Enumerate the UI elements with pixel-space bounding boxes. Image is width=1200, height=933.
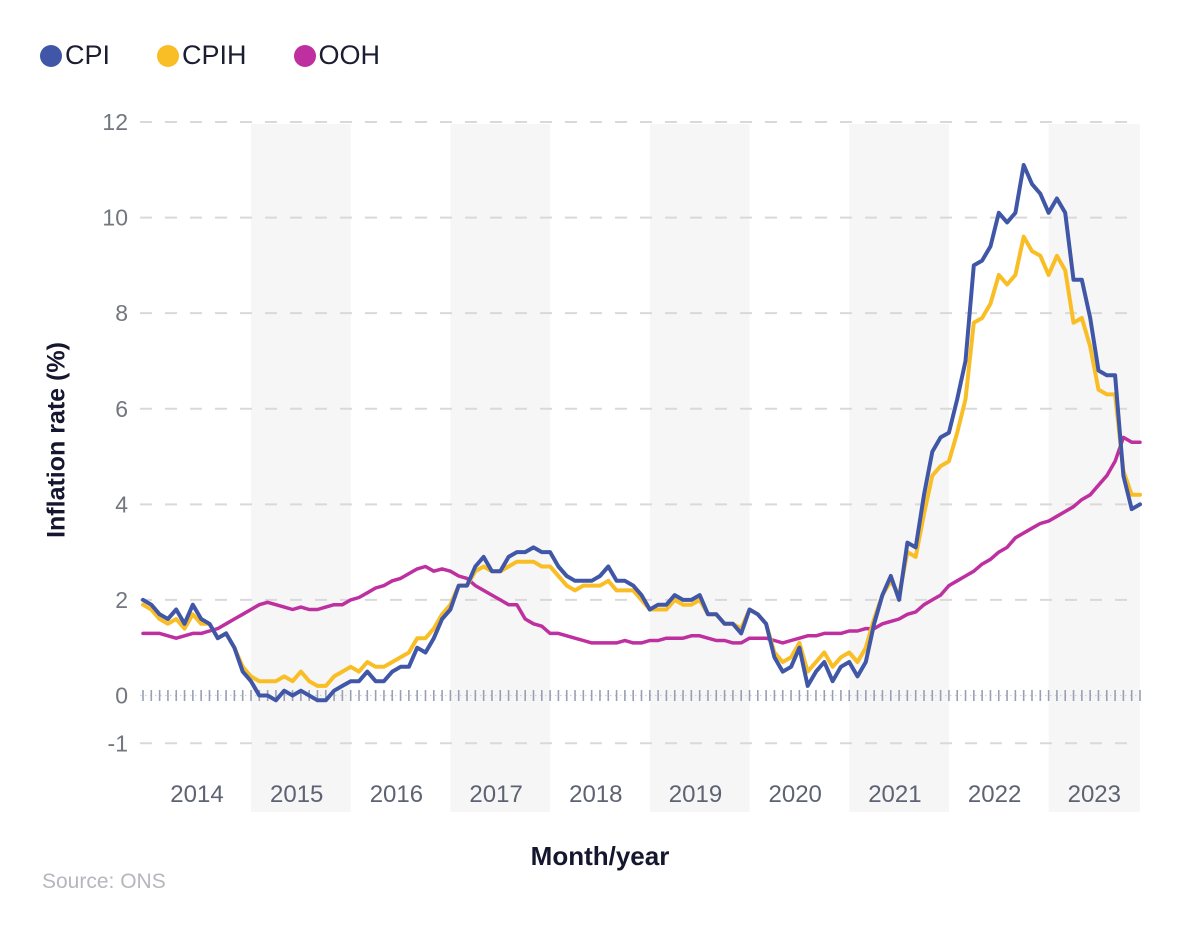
year-band-2023 — [1048, 124, 1140, 812]
cpih-legend-dot-icon — [157, 44, 180, 67]
year-band-2019 — [649, 124, 750, 812]
x-tick-label-2014: 2014 — [170, 781, 223, 808]
x-tick-label-2023: 2023 — [1068, 781, 1121, 808]
legend: CPI CPIH OOH — [40, 42, 380, 69]
legend-item-cpi[interactable]: CPI — [40, 42, 110, 69]
legend-item-cpih[interactable]: CPIH — [157, 42, 247, 69]
ooh-legend-dot-icon — [293, 44, 316, 67]
series-line-ooh — [141, 435, 1142, 645]
x-axis-title: Month/year — [530, 841, 670, 871]
y-tick-label-12: 12 — [102, 109, 128, 135]
legend-item-ooh[interactable]: OOH — [293, 40, 381, 70]
x-tick-label-2020: 2020 — [769, 781, 822, 808]
y-tick-label-4: 4 — [115, 491, 128, 517]
y-tick-label-10: 10 — [102, 205, 128, 231]
series-line-cpih — [141, 234, 1142, 688]
y-tick-label--1: -1 — [108, 730, 128, 756]
y-tick-label-8: 8 — [115, 300, 128, 326]
legend-label-ooh: OOH — [318, 40, 381, 70]
x-tick-label-2021: 2021 — [868, 781, 921, 808]
cpi-legend-dot-icon — [40, 44, 62, 67]
y-tick-label-0: 0 — [115, 683, 128, 709]
x-tick-label-2017: 2017 — [469, 781, 522, 808]
x-tick-label-2022: 2022 — [968, 781, 1021, 808]
y-tick-label-2: 2 — [115, 587, 128, 613]
legend-label-cpi: CPI — [65, 40, 111, 70]
source-note: Source: ONS — [42, 870, 166, 893]
y-tick-label-6: 6 — [115, 396, 128, 422]
series-line-cpi — [141, 163, 1142, 703]
year-band-2021 — [849, 124, 949, 812]
year-band-2015 — [251, 124, 351, 812]
x-tick-label-2019: 2019 — [669, 781, 722, 808]
legend-label-cpih: CPIH — [182, 40, 247, 70]
x-tick-label-2015: 2015 — [270, 781, 323, 808]
y-axis-title: Inflation rate (%) — [42, 342, 71, 538]
year-band-2017 — [450, 124, 551, 812]
x-tick-label-2018: 2018 — [569, 781, 622, 808]
x-tick-label-2016: 2016 — [370, 781, 423, 808]
